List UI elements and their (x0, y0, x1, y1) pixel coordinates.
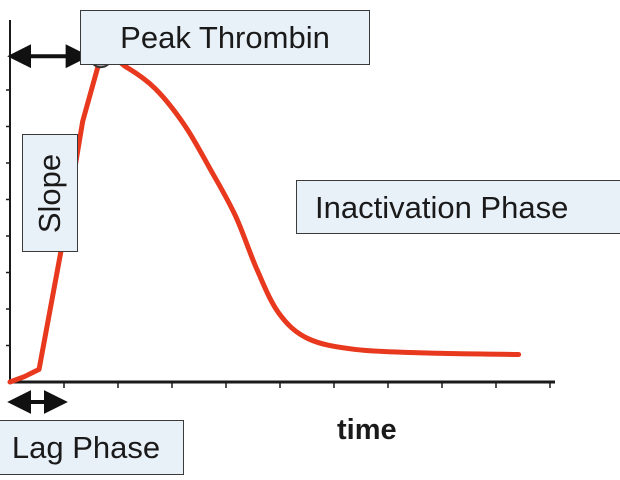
x-axis-label: time (337, 414, 397, 446)
peak-thrombin-label: Peak Thrombin (80, 10, 370, 65)
thrombin-curve (7, 50, 522, 385)
inactivation-phase-text: Inactivation Phase (315, 189, 569, 225)
inactivation-phase-label: Inactivation Phase (296, 180, 620, 234)
slope-label: Slope (22, 134, 78, 252)
peak-thrombin-text: Peak Thrombin (120, 20, 330, 55)
lag-phase-text: Lag Phase (11, 430, 161, 465)
slope-text: Slope (32, 153, 68, 233)
lag-phase-label: Lag Phase (0, 420, 184, 475)
